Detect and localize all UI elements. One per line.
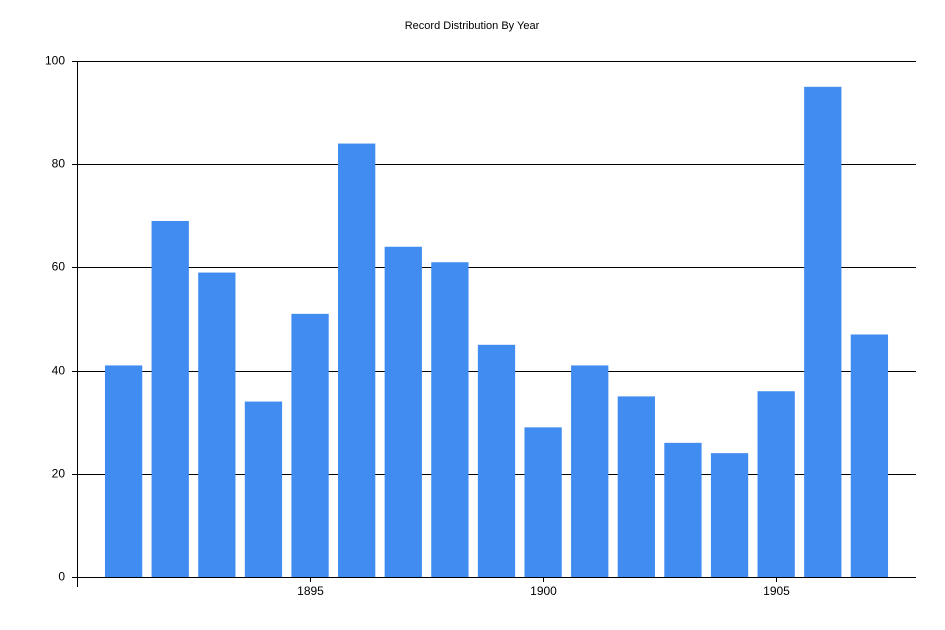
bar	[664, 442, 702, 577]
x-tick-label: 1895	[297, 584, 324, 598]
bar	[104, 365, 143, 577]
bar	[338, 143, 376, 577]
y-tick-label: 80	[52, 157, 66, 171]
bar	[804, 86, 842, 578]
bar	[571, 365, 609, 577]
x-tick-label: 1905	[763, 584, 790, 598]
bar	[477, 344, 516, 577]
y-tick-label: 0	[58, 570, 65, 584]
y-tick-label: 60	[52, 260, 66, 274]
bar	[291, 313, 329, 577]
bar	[244, 401, 283, 577]
y-tick-label: 20	[52, 467, 66, 481]
y-tick-label: 100	[45, 54, 65, 68]
x-tick-label: 1900	[530, 584, 557, 598]
bar	[431, 262, 469, 577]
bar	[151, 220, 189, 577]
bar	[757, 391, 795, 577]
bar	[384, 246, 422, 577]
chart-title: Record Distribution By Year	[405, 20, 540, 32]
bar	[850, 334, 889, 577]
y-tick-label: 40	[52, 364, 66, 378]
bar	[198, 272, 236, 577]
bar	[617, 396, 655, 577]
bar	[524, 427, 562, 577]
bar	[710, 453, 749, 577]
